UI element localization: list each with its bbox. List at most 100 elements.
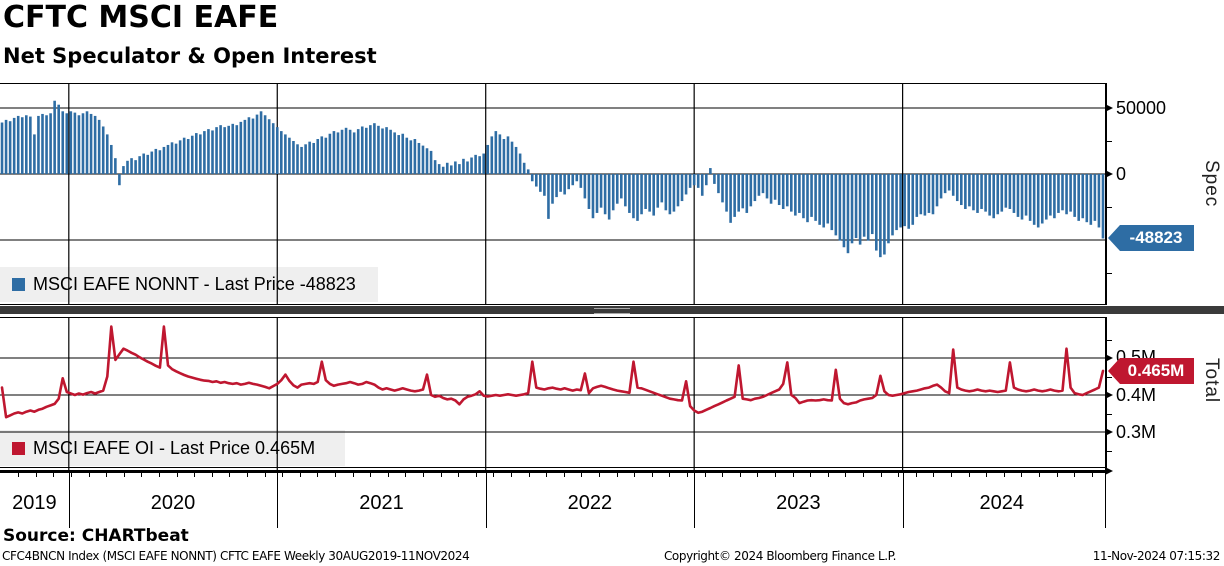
- x-axis-month-tick: [53, 471, 55, 477]
- x-axis-month-tick: [651, 471, 653, 477]
- spec-minor-tick: [1105, 141, 1112, 142]
- x-axis-month-tick: [951, 471, 952, 477]
- x-axis-year-label: 2020: [150, 492, 196, 514]
- oi-legend: MSCI EAFE OI - Last Price 0.465M: [0, 430, 315, 466]
- x-axis-month-tick: [563, 471, 565, 477]
- x-axis-month-tick: [528, 471, 530, 477]
- x-axis-year-separator: [68, 472, 70, 528]
- x-axis-month-tick: [282, 471, 284, 477]
- spec-ytick-50000: 50000: [1116, 98, 1167, 118]
- source-text: Source: CHARTbeat: [3, 526, 189, 546]
- spec-legend-swatch-icon: [12, 278, 25, 291]
- open-interest-line-chart: [0, 317, 1105, 470]
- x-axis-month-tick: [669, 471, 671, 477]
- total-minor-tick: [1105, 450, 1112, 452]
- total-ytick-0-4m: 0.4M: [1116, 385, 1157, 405]
- x-axis-month-tick: [317, 471, 319, 477]
- total-minor-tick: [1105, 413, 1112, 415]
- x-axis-month-tick: [335, 471, 336, 477]
- x-axis-month-tick: [968, 471, 970, 477]
- ticker-info-text: CFC4BNCN Index (MSCI EAFE NONNT) CFTC EA…: [2, 549, 470, 563]
- x-axis-frame-line: [0, 467, 1105, 468]
- spec-major-tick-arrow-icon: [1105, 104, 1113, 112]
- x-axis-line: [0, 470, 1105, 473]
- x-axis-year-label: 2024: [979, 492, 1025, 514]
- x-axis-month-tick: [423, 471, 424, 477]
- x-axis-month-tick: [493, 471, 495, 477]
- spec-legend-background: [0, 267, 378, 302]
- x-axis-month-tick: [898, 471, 900, 477]
- x-axis-year-label: 2021: [359, 492, 404, 514]
- x-axis-month-tick: [159, 471, 160, 477]
- total-minor-tick: [1105, 376, 1112, 378]
- x-axis-year-separator: [902, 472, 904, 528]
- x-axis-month-tick: [1056, 471, 1058, 477]
- spec-minor-tick: [1105, 207, 1112, 208]
- x-axis-month-tick: [792, 471, 794, 477]
- spec-ytick-0: 0: [1116, 164, 1127, 184]
- x-axis-year-separator: [277, 472, 279, 528]
- x-axis-month-tick: [986, 471, 988, 477]
- x-axis-month-tick: [616, 471, 618, 477]
- x-axis-year-separator: [1105, 472, 1106, 528]
- x-axis-month-tick: [405, 471, 407, 477]
- x-axis-month-tick: [915, 471, 917, 477]
- x-axis-year-label: 2022: [567, 492, 613, 514]
- spec-major-tick-arrow-icon: [1105, 170, 1113, 178]
- x-axis-month-tick: [176, 471, 178, 477]
- x-axis-end-arrow: [1105, 467, 1113, 475]
- x-axis-month-tick: [247, 471, 248, 477]
- x-axis-month-tick: [458, 471, 460, 477]
- spec-bar-chart: [0, 83, 1105, 305]
- oi-legend-label: MSCI EAFE OI - Last Price 0.465M: [33, 437, 316, 458]
- x-axis-month-tick: [475, 471, 477, 477]
- x-axis-month-tick: [71, 471, 72, 477]
- x-axis-month-tick: [352, 471, 354, 477]
- x-axis-month-tick: [1039, 471, 1040, 477]
- x-axis-month-tick: [757, 471, 759, 477]
- x-axis-month-tick: [599, 471, 600, 477]
- x-axis-month-tick: [35, 471, 37, 477]
- spec-last-price-flag: -48823: [1108, 225, 1194, 251]
- splitter-grip-icon[interactable]: [594, 308, 630, 314]
- oi-last-price-flag: 0.465M: [1108, 358, 1194, 384]
- page-title: CFTC MSCI EAFE: [3, 0, 279, 35]
- x-axis-year-separator: [485, 472, 487, 528]
- spec-legend: MSCI EAFE NONNT - Last Price -48823: [0, 267, 356, 302]
- x-axis-month-tick: [1003, 471, 1005, 477]
- x-axis-month-tick: [229, 471, 231, 477]
- x-axis-month-tick: [581, 471, 583, 477]
- total-ytick-0-3m: 0.3M: [1116, 422, 1157, 442]
- x-axis-month-tick: [810, 471, 812, 477]
- spec-right-axis-line: [1105, 83, 1107, 305]
- spec-legend-label: MSCI EAFE NONNT - Last Price -48823: [33, 274, 356, 294]
- total-minor-tick: [1105, 339, 1112, 341]
- x-axis-month-tick: [863, 471, 864, 477]
- total-major-tick-arrow-icon: [1105, 428, 1113, 436]
- copyright-text: Copyright© 2024 Bloomberg Finance L.P.: [663, 549, 897, 563]
- x-axis-month-tick: [775, 471, 776, 477]
- x-axis-month-tick: [18, 471, 20, 477]
- x-axis-month-tick: [211, 471, 213, 477]
- x-axis-month-tick: [264, 471, 266, 477]
- x-axis-month-tick: [1091, 471, 1093, 477]
- x-axis-month-tick: [687, 471, 688, 477]
- panel-splitter[interactable]: [0, 306, 1224, 314]
- x-axis-month-tick: [511, 471, 512, 477]
- x-axis-year-label: 2023: [776, 492, 821, 514]
- x-axis-month-tick: [1074, 471, 1076, 477]
- oi-legend-swatch-icon: [12, 441, 25, 455]
- x-axis-month-tick: [880, 471, 882, 477]
- total-major-tick-arrow-icon: [1105, 391, 1113, 399]
- total-major-tick-arrow-icon: [1105, 354, 1113, 362]
- x-axis-month-tick: [1021, 471, 1023, 477]
- oi-legend-background: [0, 430, 345, 466]
- x-axis-month-tick: [546, 471, 548, 477]
- x-axis-month-tick: [370, 471, 372, 477]
- x-axis-month-tick: [933, 471, 935, 477]
- x-axis-month-tick: [141, 471, 143, 477]
- x-axis-month-tick: [704, 471, 706, 477]
- x-axis-month-tick: [387, 471, 389, 477]
- x-axis-year-separator: [694, 472, 696, 528]
